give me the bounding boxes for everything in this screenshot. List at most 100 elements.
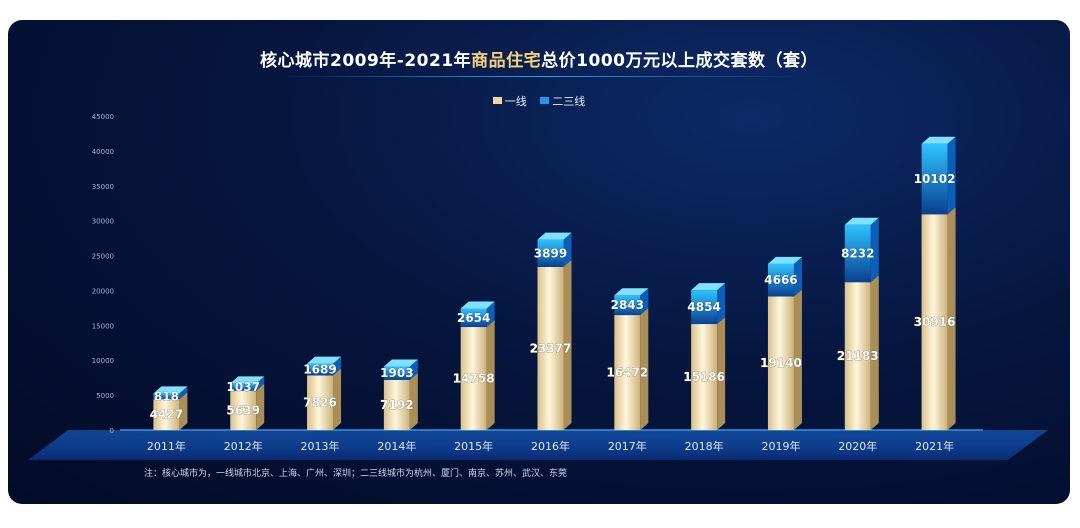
bar-tier23-0: [153, 386, 188, 400]
value-label-tier23-10: 10102: [914, 172, 956, 186]
bar-tier23-5: [537, 232, 572, 267]
chart-svg: 0 5000 10000 15000 20000 25000 30000 35000 40000…: [28, 113, 1048, 460]
bar-tier23-side-10: [947, 136, 956, 215]
title-part-1: 核心城市2009年-2021年: [259, 51, 472, 71]
value-label-tier1-9: 21183: [837, 349, 879, 363]
x-tick-label-6: 2017年: [608, 439, 647, 453]
bar-tier1-side-7: [717, 317, 726, 430]
legend-label-tier1: 一线: [504, 95, 527, 108]
bar-tier23-top-4: [460, 301, 495, 309]
bar-tier23-front-10: [921, 143, 948, 215]
bar-tier23-top-1: [230, 376, 265, 384]
x-tick-label-1: 2012年: [224, 439, 263, 453]
value-label-tier23-0: 818: [154, 389, 179, 403]
bar-tier23-side-6: [640, 288, 649, 316]
x-tick-label-5: 2016年: [531, 439, 570, 453]
y-tick-label-1: 5000: [96, 392, 114, 400]
value-label-tier1-1: 5639: [227, 403, 260, 417]
bar-tier23-side-8: [793, 256, 802, 297]
x-tick-label-3: 2014年: [377, 439, 416, 453]
bar-tier1-side-5: [563, 259, 572, 430]
bar-tier1-front-10: [921, 214, 948, 430]
bar-tier23-side-4: [486, 301, 495, 328]
bar-tier23-side-7: [717, 283, 726, 325]
value-label-tier1-0: 4427: [150, 408, 183, 422]
value-label-tier1-7: 15186: [683, 370, 725, 384]
bar-tier23-side-5: [563, 232, 572, 267]
x-tick-label-9: 2020年: [838, 439, 877, 453]
bar-tier23-top-9: [844, 217, 879, 225]
value-label-tier1-2: 7826: [303, 396, 336, 410]
bar-tier1-front-0: [153, 399, 180, 430]
bar-tier1-7: [691, 317, 726, 430]
bar-tier23-top-10: [921, 136, 956, 144]
value-label-tier1-5: 23377: [530, 341, 572, 355]
bar-tier23-front-6: [614, 295, 641, 316]
bar-tier1-front-5: [537, 266, 564, 430]
value-label-tier23-5: 3899: [534, 246, 567, 260]
bar-tier23-10: [921, 136, 956, 215]
bar-tier1-side-3: [409, 372, 418, 430]
value-label-tier23-6: 2843: [611, 298, 644, 312]
bar-tier23-front-7: [691, 290, 718, 325]
bar-tier1-front-6: [614, 315, 641, 430]
chart-title: 核心城市2009年-2021年商品住宅总价1000万元以上成交套数（套）: [8, 46, 1070, 71]
bar-tier23-top-5: [537, 232, 572, 240]
bar-tier23-side-2: [333, 356, 342, 376]
bar-tier23-7: [691, 283, 726, 325]
bar-tier1-front-2: [307, 375, 334, 430]
x-tick-label-8: 2019年: [761, 439, 800, 453]
bar-tier23-front-0: [153, 393, 180, 400]
bar-tier1-3: [383, 372, 418, 430]
bar-tier1-side-6: [640, 308, 649, 430]
bar-tier1-side-9: [870, 275, 879, 430]
bar-tier1-0: [153, 392, 188, 430]
bar-tier23-side-3: [409, 359, 418, 380]
y-tick-label-9: 45000: [92, 113, 114, 121]
bar-tier23-side-1: [256, 376, 265, 391]
bar-tier1-side-2: [333, 368, 342, 430]
title-underline: [280, 76, 800, 77]
bar-tier23-top-7: [691, 283, 726, 291]
value-label-tier1-3: 7192: [380, 398, 413, 412]
title-highlight: 商品住宅: [471, 51, 542, 71]
x-tick-label-10: 2021年: [915, 439, 954, 453]
value-label-tier23-9: 8232: [841, 246, 874, 260]
bar-tier23-3: [383, 359, 418, 380]
y-tick-label-5: 25000: [92, 253, 114, 261]
bar-tier1-8: [767, 289, 802, 430]
value-label-tier23-7: 4854: [687, 300, 720, 314]
y-tick-label-0: 0: [110, 427, 114, 435]
bar-tier1-10: [921, 207, 956, 430]
bar-tier1-2: [307, 368, 342, 430]
bar-tier1-front-3: [383, 379, 410, 430]
bar-tier1-side-8: [793, 289, 802, 430]
title-part-2: 总价1000万元以上成交套数（套）: [541, 51, 818, 71]
bar-tier1-front-9: [844, 282, 871, 430]
chart-card: 核心城市2009年-2021年商品住宅总价1000万元以上成交套数（套） 一线 …: [8, 20, 1070, 504]
legend-swatch-tier1: [492, 97, 502, 104]
bar-tier1-side-10: [947, 207, 956, 430]
y-tick-label-3: 15000: [92, 322, 114, 330]
value-label-tier1-4: 14758: [453, 372, 495, 386]
bar-tier23-top-2: [307, 356, 342, 364]
y-tick-label-7: 35000: [92, 183, 114, 191]
x-tick-label-4: 2015年: [454, 439, 493, 453]
y-tick-label-2: 10000: [92, 357, 114, 365]
x-axis: 2011年 2012年 2013年 2014年 2015年 2016年 2017年 2018年…: [147, 439, 954, 453]
bar-tier23-top-6: [614, 288, 649, 296]
bar-tier1-1: [230, 383, 265, 430]
bar-tier23-top-8: [767, 256, 802, 264]
bar-tier23-6: [614, 288, 649, 316]
bar-tier23-top-0: [153, 386, 188, 394]
bars: 4427 818 5639 1037 7826 1689 7192 1903 14758 2654…: [149, 136, 956, 430]
bar-tier1-side-0: [179, 392, 188, 430]
bar-tier23-4: [460, 301, 495, 328]
value-label-tier23-3: 1903: [380, 366, 413, 380]
x-tick-label-7: 2018年: [685, 439, 724, 453]
bar-tier23-front-8: [767, 263, 794, 297]
bar-tier1-front-4: [460, 327, 487, 430]
bar-tier1-front-8: [767, 296, 794, 430]
x-tick-label-0: 2011年: [147, 439, 186, 453]
legend-item-tier23: 二三线: [540, 93, 585, 109]
